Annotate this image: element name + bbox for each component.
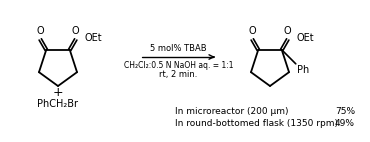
Text: 49%: 49% — [335, 120, 355, 129]
Text: PhCH₂Br: PhCH₂Br — [37, 99, 78, 109]
Text: +: + — [53, 85, 63, 99]
Text: rt, 2 min.: rt, 2 min. — [159, 70, 198, 79]
Text: Ph: Ph — [297, 65, 309, 75]
Text: In microreactor (200 μm): In microreactor (200 μm) — [175, 107, 289, 116]
Text: In round-bottomed flask (1350 rpm): In round-bottomed flask (1350 rpm) — [175, 120, 338, 129]
Text: OEt: OEt — [85, 33, 102, 43]
Text: O: O — [284, 26, 292, 36]
Text: CH₂Cl₂:0.5 N NaOH aq. = 1:1: CH₂Cl₂:0.5 N NaOH aq. = 1:1 — [124, 61, 233, 70]
Text: O: O — [248, 26, 256, 36]
Text: 5 mol% TBAB: 5 mol% TBAB — [150, 44, 207, 53]
Text: O: O — [72, 26, 80, 36]
Text: OEt: OEt — [297, 33, 314, 43]
Text: O: O — [36, 26, 44, 36]
Text: 75%: 75% — [335, 107, 355, 116]
